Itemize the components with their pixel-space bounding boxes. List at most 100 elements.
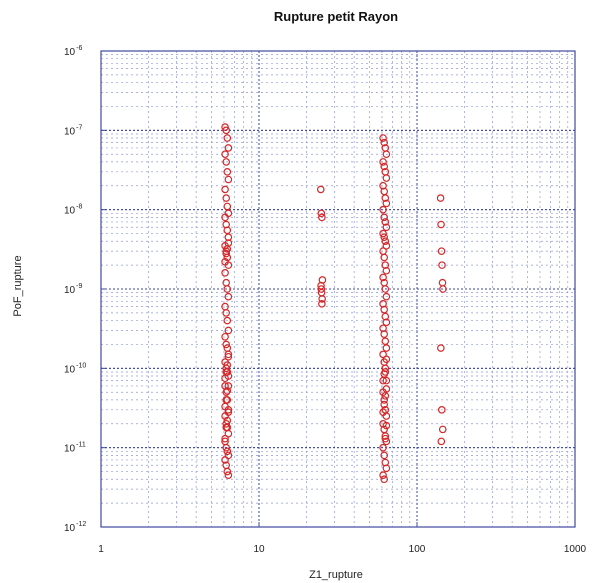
chart-title: Rupture petit Rayon <box>274 9 398 24</box>
data-point <box>223 316 232 325</box>
data-point <box>379 273 387 282</box>
data-point <box>382 292 391 301</box>
data-point <box>224 175 233 184</box>
data-point <box>224 352 233 361</box>
data-point <box>379 158 387 166</box>
data-point <box>380 370 388 378</box>
data-point <box>318 295 326 303</box>
x-tick-label: 100 <box>409 544 426 555</box>
tick-labels: 1 10 100 100010-1210-1110-1010-910-810-710-… <box>64 45 587 555</box>
x-tick-label: 1000 <box>564 544 587 555</box>
data-point <box>222 419 230 428</box>
data-point <box>222 309 230 317</box>
data-point <box>382 318 391 327</box>
y-tick-label: 10-9 <box>64 283 82 296</box>
y-tick-base: 10 <box>64 523 76 534</box>
data-point <box>381 261 390 269</box>
y-tick-base: 10 <box>64 47 76 58</box>
data-point <box>380 305 388 314</box>
data-point <box>222 368 230 376</box>
data-point <box>221 456 229 464</box>
data-point <box>379 181 387 190</box>
data-point <box>382 376 391 385</box>
x-axis-label: Z1_rupture <box>309 569 363 581</box>
data-point <box>437 220 445 229</box>
data-point <box>437 247 446 255</box>
data-point <box>222 126 230 135</box>
data-point <box>221 150 229 159</box>
data-point <box>438 261 446 269</box>
data-point <box>224 408 233 416</box>
data-point <box>222 194 230 202</box>
data-point <box>379 443 387 452</box>
data-point <box>223 202 232 211</box>
y-tick-exponent: -10 <box>76 362 86 369</box>
data-point <box>380 400 388 409</box>
y-tick-exponent: -6 <box>76 45 82 52</box>
data-point <box>223 467 232 476</box>
data-point <box>382 421 391 430</box>
data-point <box>380 213 388 222</box>
data-point <box>382 199 391 208</box>
y-tick-base: 10 <box>64 126 76 137</box>
y-tick-label: 10-12 <box>64 521 86 534</box>
data-point <box>317 285 326 293</box>
y-tick-label: 10-11 <box>64 442 86 455</box>
data-points <box>221 123 447 484</box>
data-point <box>382 174 391 182</box>
data-point <box>223 387 232 395</box>
data-point <box>381 285 390 293</box>
data-point <box>223 134 232 142</box>
grid <box>100 50 576 528</box>
data-point <box>224 326 233 335</box>
data-point <box>224 471 233 479</box>
data-point <box>380 330 388 338</box>
data-point <box>437 406 446 414</box>
data-point <box>221 258 229 266</box>
data-point <box>382 266 391 275</box>
y-tick-label: 10-10 <box>64 362 86 375</box>
data-point <box>380 396 388 404</box>
y-tick-exponent: -7 <box>76 124 82 131</box>
data-point <box>379 205 387 214</box>
data-point <box>381 434 390 443</box>
data-point <box>222 340 230 349</box>
data-point <box>221 332 229 341</box>
data-point <box>381 194 390 202</box>
x-tick-label: 10 <box>253 544 265 555</box>
data-point <box>222 423 230 432</box>
data-point <box>379 229 387 238</box>
data-point <box>381 237 390 246</box>
data-point <box>223 226 232 235</box>
data-point <box>224 350 233 359</box>
data-point <box>382 355 391 364</box>
y-tick-base: 10 <box>64 444 76 455</box>
data-point <box>222 158 230 166</box>
y-tick-base: 10 <box>64 285 76 296</box>
data-point <box>436 194 445 202</box>
y-tick-label: 10-6 <box>64 45 82 58</box>
y-tick-exponent: -11 <box>76 442 86 449</box>
data-point <box>382 223 391 232</box>
x-tick-label: 1 <box>98 544 104 555</box>
data-point <box>380 475 388 484</box>
data-point <box>437 437 446 446</box>
data-point <box>382 344 391 352</box>
data-point <box>437 344 445 352</box>
data-point <box>382 242 391 250</box>
data-point <box>224 382 233 390</box>
data-point <box>381 337 390 345</box>
y-axis-label: PoF_rupture <box>12 255 24 316</box>
data-point <box>221 269 229 277</box>
data-point <box>380 253 388 262</box>
data-point <box>379 408 387 416</box>
data-point <box>222 364 230 373</box>
data-point <box>380 162 388 171</box>
axes <box>100 50 576 528</box>
data-point <box>380 138 388 147</box>
data-point <box>222 443 230 452</box>
data-point <box>223 361 232 369</box>
data-point <box>382 385 391 393</box>
